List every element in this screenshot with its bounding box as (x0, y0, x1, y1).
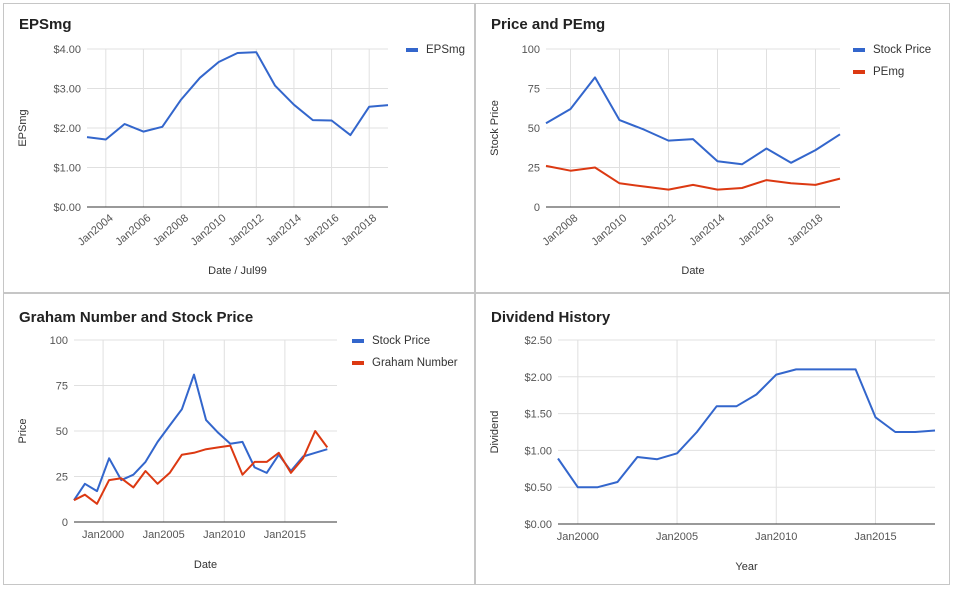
x-tick-label: Jan2014 (687, 212, 727, 248)
series-line (86, 51, 389, 141)
legend-label: EPSmg (426, 44, 465, 56)
series-line (73, 373, 328, 501)
x-tick-label: Jan2016 (301, 212, 341, 248)
y-tick-label: 0 (62, 517, 68, 529)
y-tick-label: 25 (56, 472, 68, 484)
x-tick-label: Jan2015 (854, 531, 896, 543)
legend-label: Stock Price (372, 335, 430, 347)
y-tick-label: 100 (522, 44, 540, 56)
series-line (557, 368, 936, 489)
y-axis-label: Stock Price (489, 100, 501, 156)
x-axis-label: Date (681, 265, 704, 277)
y-tick-label: $2.50 (524, 335, 552, 347)
x-tick-label: Jan2010 (189, 212, 229, 248)
y-axis-label: EPSmg (17, 109, 29, 146)
dividend-chart-panel: Dividend History $0.00 $0.50 $1.00 $1.50 $2.0… (475, 293, 950, 585)
y-tick-label: 50 (56, 426, 68, 438)
x-axis-label: Year (735, 561, 758, 573)
eps-chart-panel: EPSmg $0.00 $1.00 $2.00 $3.00 $4.00 Jan2004 Jan… (3, 3, 475, 293)
x-tick-label: Jan2005 (143, 529, 185, 541)
y-axis-label: Dividend (489, 411, 501, 454)
x-tick-label: Jan2010 (589, 212, 629, 248)
y-tick-label: 100 (50, 335, 68, 347)
x-tick-label: Jan2000 (557, 531, 599, 543)
series-line (545, 164, 841, 191)
x-tick-label: Jan2008 (151, 212, 191, 248)
legend-label: Graham Number (372, 357, 458, 369)
y-tick-label: $0.50 (524, 482, 552, 494)
x-tick-label: Jan2005 (656, 531, 698, 543)
price-pe-chart-panel: Price and PEmg 0 25 50 75 100 Jan2008 Jan2010 Ja… (475, 3, 950, 293)
eps-chart-svg: EPSmg$0.00$1.00$2.00$3.00$4.00Jan2004Jan… (17, 16, 465, 277)
y-tick-label: $4.00 (53, 44, 81, 56)
x-tick-label: Jan2000 (82, 529, 124, 541)
legend-swatch (352, 339, 364, 343)
legend-swatch (406, 48, 418, 52)
y-tick-label: $2.00 (524, 372, 552, 384)
legend-swatch (853, 48, 865, 52)
x-tick-label: Jan2015 (264, 529, 306, 541)
x-tick-label: Jan2012 (226, 212, 266, 248)
div-chart-svg: Dividend History $0.00 $0.50 $1.00 $1.50 $2.0… (489, 309, 936, 573)
x-tick-label: Jan2006 (113, 212, 153, 248)
x-axis-label: Date / Jul99 (208, 265, 267, 277)
y-tick-label: $3.00 (53, 84, 81, 96)
series-line (73, 430, 329, 505)
y-tick-label: 50 (528, 123, 540, 135)
chart-title: Graham Number and Stock Price (19, 309, 253, 326)
x-tick-label: Jan2010 (203, 529, 245, 541)
x-tick-label: Jan2018 (785, 212, 825, 248)
y-tick-label: 75 (56, 381, 68, 393)
legend-swatch (853, 70, 865, 74)
y-tick-label: $0.00 (524, 519, 552, 531)
y-tick-label: $0.00 (53, 202, 81, 214)
y-tick-label: $1.50 (524, 409, 552, 421)
x-axis-label: Date (194, 559, 217, 571)
x-tick-label: Jan2010 (755, 531, 797, 543)
x-tick-label: Jan2004 (76, 212, 116, 248)
x-tick-label: Jan2014 (264, 212, 304, 248)
chart-title: EPSmg (19, 16, 72, 33)
y-tick-label: 25 (528, 163, 540, 175)
x-tick-label: Jan2018 (339, 212, 379, 248)
chart-title: Dividend History (491, 309, 611, 326)
series-line (545, 76, 841, 166)
x-tick-label: Jan2016 (736, 212, 776, 248)
graham-chart-panel: Graham Number and Stock Price 0 25 50 75 100 J… (3, 293, 475, 585)
y-tick-label: 75 (528, 84, 540, 96)
chart-title: Price and PEmg (491, 16, 605, 33)
x-tick-label: Jan2012 (638, 212, 678, 248)
legend-swatch (352, 361, 364, 365)
y-tick-label: 0 (534, 202, 540, 214)
y-tick-label: $2.00 (53, 123, 81, 135)
legend-label: Stock Price (873, 44, 931, 56)
x-tick-label: Jan2008 (540, 212, 580, 248)
y-axis-label: Price (17, 418, 29, 443)
graham-chart-svg: Graham Number and Stock Price 0 25 50 75 100 J… (17, 309, 458, 571)
legend-label: PEmg (873, 66, 904, 78)
y-tick-label: $1.00 (524, 445, 552, 457)
y-tick-label: $1.00 (53, 163, 81, 175)
